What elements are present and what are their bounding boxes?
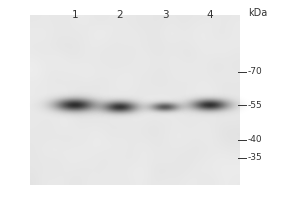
Text: 2: 2 [117,10,123,20]
Text: 4: 4 [207,10,213,20]
Text: -35: -35 [248,154,263,162]
Text: 3: 3 [162,10,168,20]
Bar [30,15,240,185]
Text: kDa: kDa [248,8,267,18]
Text: 1: 1 [72,10,78,20]
Text: -70: -70 [248,68,263,76]
Text: -40: -40 [248,136,262,144]
Text: -55: -55 [248,100,263,110]
